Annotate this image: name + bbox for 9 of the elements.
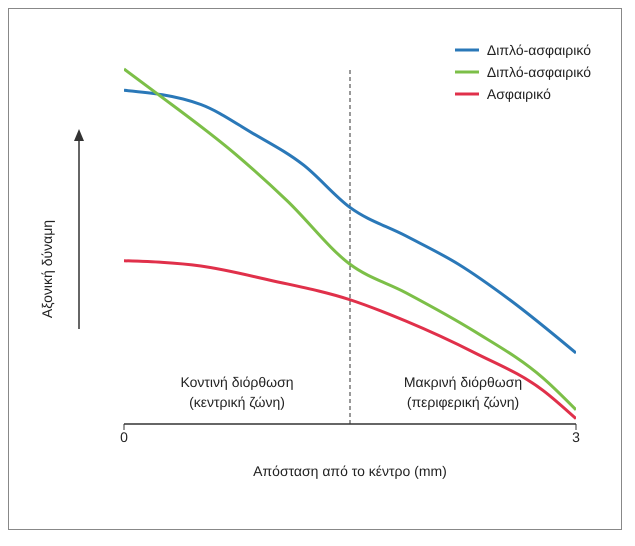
x-tick-label: 0: [120, 428, 128, 445]
legend-label: Διπλό-ασφαιρικό: [486, 41, 591, 60]
x-tick-label: 3: [572, 428, 580, 445]
annotation: Κοντινή διόρθωση (κεντρική ζώνη): [179, 373, 295, 412]
legend-label: Ασφαιρικό: [486, 85, 551, 104]
annotation: Μακρινή διόρθωση (περιφερική ζώνη): [402, 373, 524, 412]
x-axis-title: Απόσταση από το κέντρο (mm): [253, 463, 447, 479]
y-axis-title: Αξονική δύναμη: [39, 220, 55, 318]
legend-label: Διπλό-ασφαιρικό: [486, 63, 591, 82]
